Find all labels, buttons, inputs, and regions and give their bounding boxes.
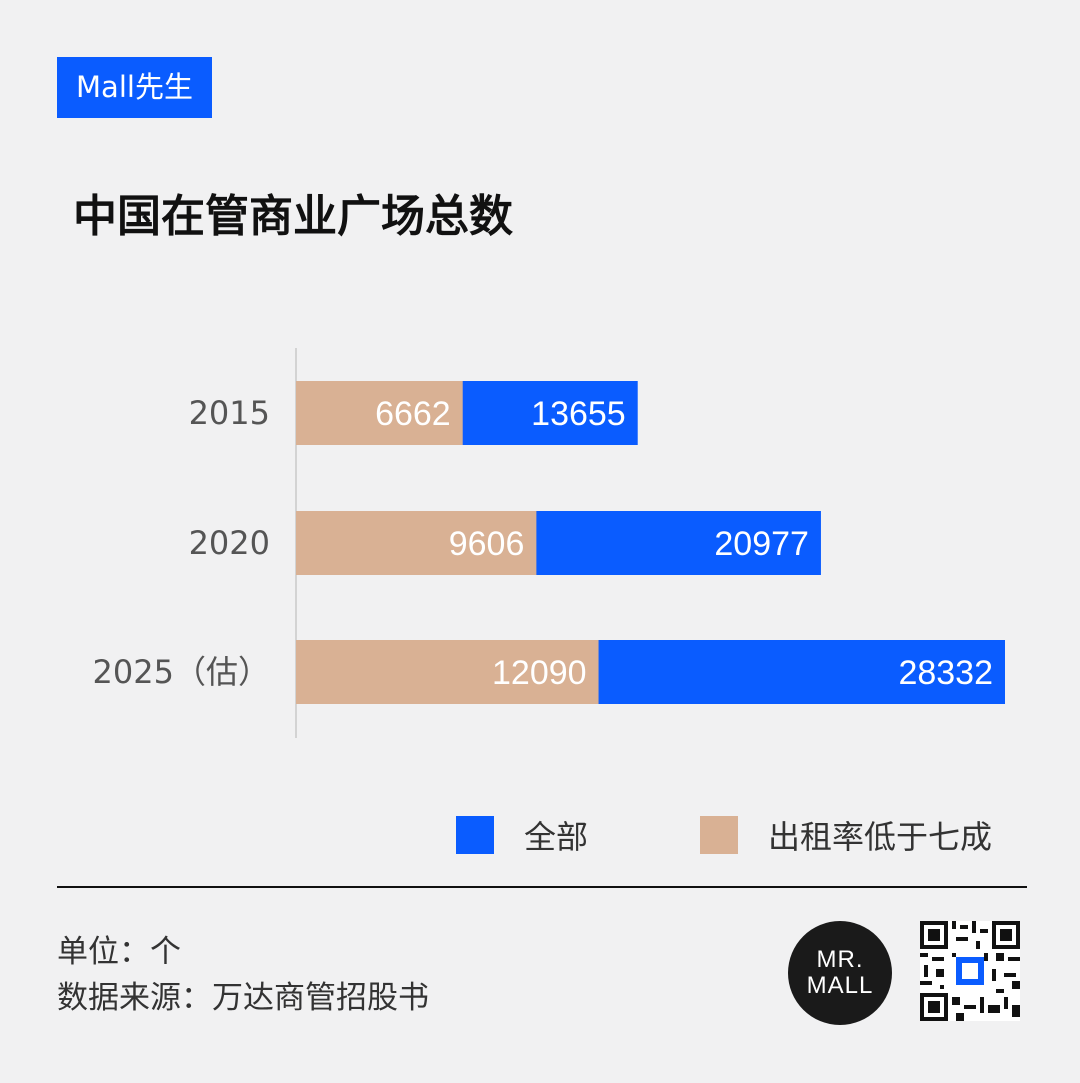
legend-swatch-low-occupancy bbox=[700, 816, 738, 854]
category-label: 2020 bbox=[189, 524, 270, 562]
logo-line-2: MALL bbox=[806, 972, 874, 999]
data-label-total: 13655 bbox=[531, 395, 626, 433]
bar-chart: 2015 6662 13655 2020 9606 20977 2025（估） 12090 28… bbox=[93, 348, 1005, 738]
data-label-low-occupancy: 9606 bbox=[449, 525, 525, 563]
source-note: 数据来源：万达商管招股书 bbox=[57, 980, 429, 1016]
legend-label-low-occupancy: 出租率低于七成 bbox=[768, 818, 993, 856]
data-label-total: 20977 bbox=[714, 525, 809, 563]
legend-label-all: 全部 bbox=[524, 818, 589, 856]
data-label-low-occupancy: 6662 bbox=[375, 395, 451, 433]
footer-divider bbox=[57, 886, 1027, 888]
chart-title: 中国在管商业广场总数 bbox=[73, 191, 513, 242]
data-label-total: 28332 bbox=[898, 654, 993, 692]
unit-note: 单位：个 bbox=[57, 934, 181, 970]
legend-item-all: 全部 bbox=[456, 812, 588, 858]
category-label: 2015 bbox=[189, 394, 270, 432]
brand-tag: Mall先生 bbox=[57, 57, 212, 118]
bar-low-occupancy bbox=[296, 511, 537, 575]
data-label-low-occupancy: 12090 bbox=[492, 654, 587, 692]
bar-low-occupancy bbox=[296, 640, 599, 704]
legend-swatch-all bbox=[456, 816, 494, 854]
bar-low-occupancy bbox=[296, 381, 463, 445]
logo-line-1: MR. bbox=[816, 946, 864, 973]
legend: 全部 出租率低于七成 bbox=[0, 808, 1080, 858]
category-label: 2025（估） bbox=[93, 653, 270, 691]
mr-mall-logo: MR. MALL bbox=[788, 921, 892, 1025]
qr-code-icon bbox=[920, 921, 1020, 1021]
legend-item-low-occupancy: 出租率低于七成 bbox=[700, 812, 992, 858]
